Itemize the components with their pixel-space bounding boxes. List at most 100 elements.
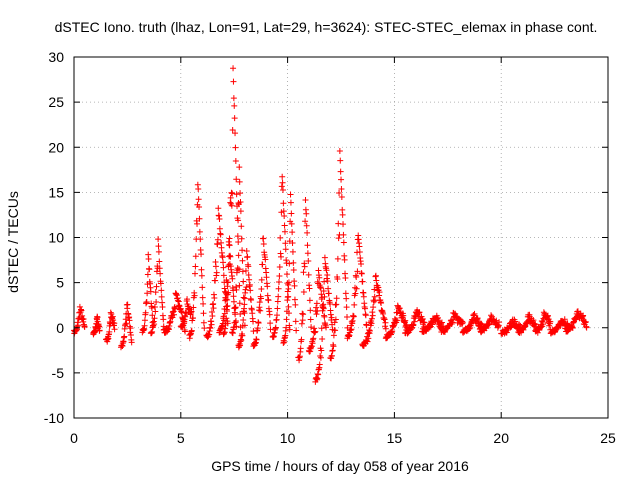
data-point xyxy=(258,276,265,283)
data-point xyxy=(160,316,167,323)
data-point xyxy=(96,327,103,334)
data-point xyxy=(532,321,539,328)
data-point xyxy=(277,234,284,241)
arc-series xyxy=(103,309,118,345)
data-point xyxy=(236,178,243,185)
data-point xyxy=(263,274,270,281)
data-point xyxy=(242,267,249,274)
data-point xyxy=(195,185,202,192)
data-point xyxy=(321,278,328,285)
data-point xyxy=(255,319,262,326)
data-point xyxy=(291,296,298,303)
data-point xyxy=(281,228,288,235)
data-point xyxy=(226,261,233,268)
y-tick-label: 30 xyxy=(48,49,64,65)
data-point xyxy=(148,304,155,311)
data-point xyxy=(275,293,282,300)
data-point xyxy=(333,301,340,308)
data-point xyxy=(151,315,158,322)
data-point xyxy=(349,317,356,324)
data-point xyxy=(220,264,227,271)
data-point xyxy=(235,252,242,259)
data-point xyxy=(429,321,436,328)
data-point xyxy=(338,185,345,192)
data-point xyxy=(257,295,264,302)
data-point xyxy=(199,284,206,291)
data-point xyxy=(343,304,350,311)
data-point xyxy=(231,102,238,109)
data-point xyxy=(260,241,267,248)
data-point xyxy=(239,332,246,339)
data-point xyxy=(230,293,237,300)
data-point xyxy=(354,268,361,275)
data-point xyxy=(396,305,403,312)
data-point xyxy=(360,293,367,300)
data-point xyxy=(253,336,260,343)
data-point xyxy=(151,321,158,328)
data-point xyxy=(258,286,265,293)
data-point xyxy=(305,258,312,265)
data-point xyxy=(306,285,313,292)
data-point xyxy=(247,287,254,294)
data-point xyxy=(239,268,246,275)
data-point xyxy=(288,220,295,227)
data-point xyxy=(282,246,289,253)
data-point xyxy=(128,339,135,346)
arc-series xyxy=(186,181,208,342)
arc-series xyxy=(90,313,103,338)
data-point xyxy=(240,308,247,315)
data-point xyxy=(196,204,203,211)
data-point xyxy=(190,304,197,311)
data-point xyxy=(260,235,267,242)
data-point xyxy=(419,315,426,322)
data-point xyxy=(370,304,377,311)
data-point xyxy=(281,222,288,229)
data-point xyxy=(200,300,207,307)
data-point xyxy=(316,274,323,281)
data-point xyxy=(321,254,328,261)
data-point xyxy=(393,317,400,324)
arc-series xyxy=(438,309,466,336)
data-point xyxy=(276,279,283,286)
data-point xyxy=(207,325,214,332)
data-point xyxy=(284,288,291,295)
data-point xyxy=(121,333,128,340)
data-point xyxy=(189,315,196,322)
data-point xyxy=(336,148,343,155)
data-point xyxy=(275,285,282,292)
data-point xyxy=(196,215,203,222)
data-point xyxy=(421,319,428,326)
data-point xyxy=(254,325,261,332)
data-point xyxy=(318,347,325,354)
data-point xyxy=(337,157,344,164)
data-point xyxy=(233,191,240,198)
data-point xyxy=(236,282,243,289)
data-point xyxy=(241,295,248,302)
arc-series xyxy=(220,65,244,338)
data-point xyxy=(200,319,207,326)
data-point xyxy=(200,310,207,317)
data-point xyxy=(215,205,222,212)
data-point xyxy=(279,186,286,193)
data-point xyxy=(289,240,296,247)
data-point xyxy=(400,312,407,319)
data-point xyxy=(471,310,478,317)
data-point xyxy=(231,115,238,122)
data-point xyxy=(300,289,307,296)
data-point xyxy=(333,295,340,302)
data-point xyxy=(339,211,346,218)
data-point xyxy=(334,255,341,262)
chart-title: dSTEC Iono. truth (lhaz, Lon=91, Lat=29,… xyxy=(55,19,598,35)
data-point xyxy=(226,235,233,242)
x-tick-label: 15 xyxy=(387,430,403,446)
arc-series xyxy=(160,290,189,336)
data-point xyxy=(156,258,163,265)
data-point xyxy=(155,243,162,250)
data-point xyxy=(286,260,293,267)
data-point xyxy=(317,285,324,292)
data-point xyxy=(223,306,230,313)
data-point xyxy=(157,280,164,287)
data-point xyxy=(279,179,286,186)
data-point xyxy=(153,299,160,306)
data-point xyxy=(317,354,324,361)
